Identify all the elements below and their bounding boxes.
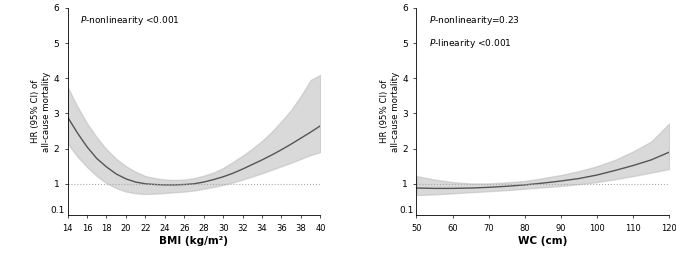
Text: $\it{P}$-nonlinearity=0.23: $\it{P}$-nonlinearity=0.23 [429, 14, 520, 27]
X-axis label: BMI (kg/m²): BMI (kg/m²) [160, 236, 228, 246]
Text: 0.1: 0.1 [400, 206, 414, 215]
Y-axis label: HR (95% CI) of
all-cause mortality: HR (95% CI) of all-cause mortality [380, 72, 400, 152]
Y-axis label: HR (95% CI) of
all-cause mortality: HR (95% CI) of all-cause mortality [31, 72, 51, 152]
X-axis label: WC (cm): WC (cm) [518, 236, 568, 246]
Text: $\it{P}$-linearity <0.001: $\it{P}$-linearity <0.001 [429, 37, 512, 50]
Text: $\it{P}$-nonlinearity <0.001: $\it{P}$-nonlinearity <0.001 [80, 14, 180, 27]
Text: 0.1: 0.1 [51, 206, 65, 215]
